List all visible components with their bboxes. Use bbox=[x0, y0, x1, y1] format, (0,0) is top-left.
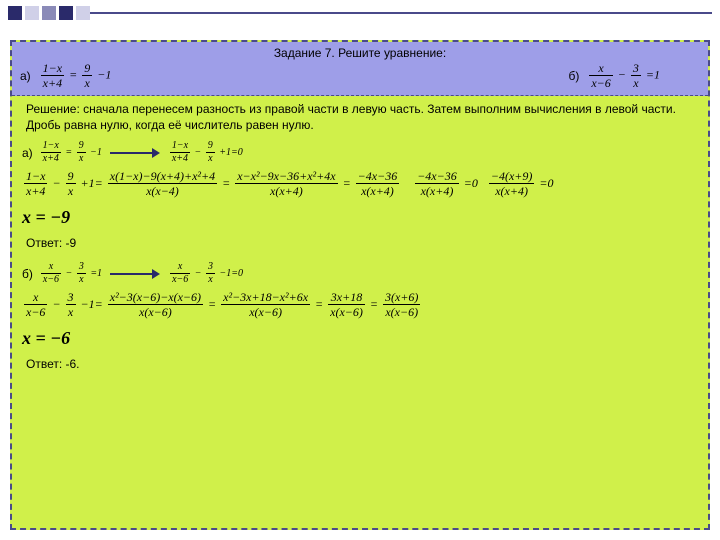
top-rule bbox=[90, 12, 712, 14]
arrow-icon bbox=[110, 148, 160, 158]
deco-sq bbox=[42, 6, 56, 20]
deco-sq bbox=[59, 6, 73, 20]
content-frame: Задание 7. Решите уравнение: а) 1−xx+4 =… bbox=[10, 40, 710, 530]
equation-a: 1−xx+4 = 9x −1 bbox=[39, 62, 112, 89]
part-a-step1: а) 1−xx+4 = 9x −1 1−xx+4 − 9x +1=0 bbox=[22, 141, 698, 164]
solution-explain: Решение: сначала перенесем разность из п… bbox=[22, 102, 698, 133]
equation-b: xx−6 − 3x =1 bbox=[587, 62, 660, 89]
part-a-chain: 1−xx+4−9x+1=x(1−x)−9(x+4)+x²+4x(x−4)=x−x… bbox=[22, 170, 698, 197]
part-b-result: x = −6 bbox=[22, 328, 698, 349]
task-equations-row: а) 1−xx+4 = 9x −1 б) xx−6 − 3x =1 bbox=[20, 62, 700, 89]
part-a-answer: Ответ: -9 bbox=[26, 236, 698, 250]
part-b-answer: Ответ: -6. bbox=[26, 357, 698, 371]
label-a: а) bbox=[20, 69, 31, 83]
part-b-step1: б) xx−6 − 3x =1 xx−6 − 3x −1=0 bbox=[22, 262, 698, 285]
solution-body: Решение: сначала перенесем разность из п… bbox=[12, 96, 708, 389]
label-b: б) bbox=[568, 69, 579, 83]
corner-decoration bbox=[8, 6, 90, 20]
deco-sq bbox=[76, 6, 90, 20]
part-a-result: x = −9 bbox=[22, 207, 698, 228]
deco-sq bbox=[25, 6, 39, 20]
part-b-chain: xx−6−3x−1=x²−3(x−6)−x(x−6)x(x−6)=x²−3x+1… bbox=[22, 291, 698, 318]
task-header: Задание 7. Решите уравнение: а) 1−xx+4 =… bbox=[12, 42, 708, 96]
arrow-icon bbox=[110, 269, 160, 279]
deco-sq bbox=[8, 6, 22, 20]
task-title: Задание 7. Решите уравнение: bbox=[20, 46, 700, 60]
